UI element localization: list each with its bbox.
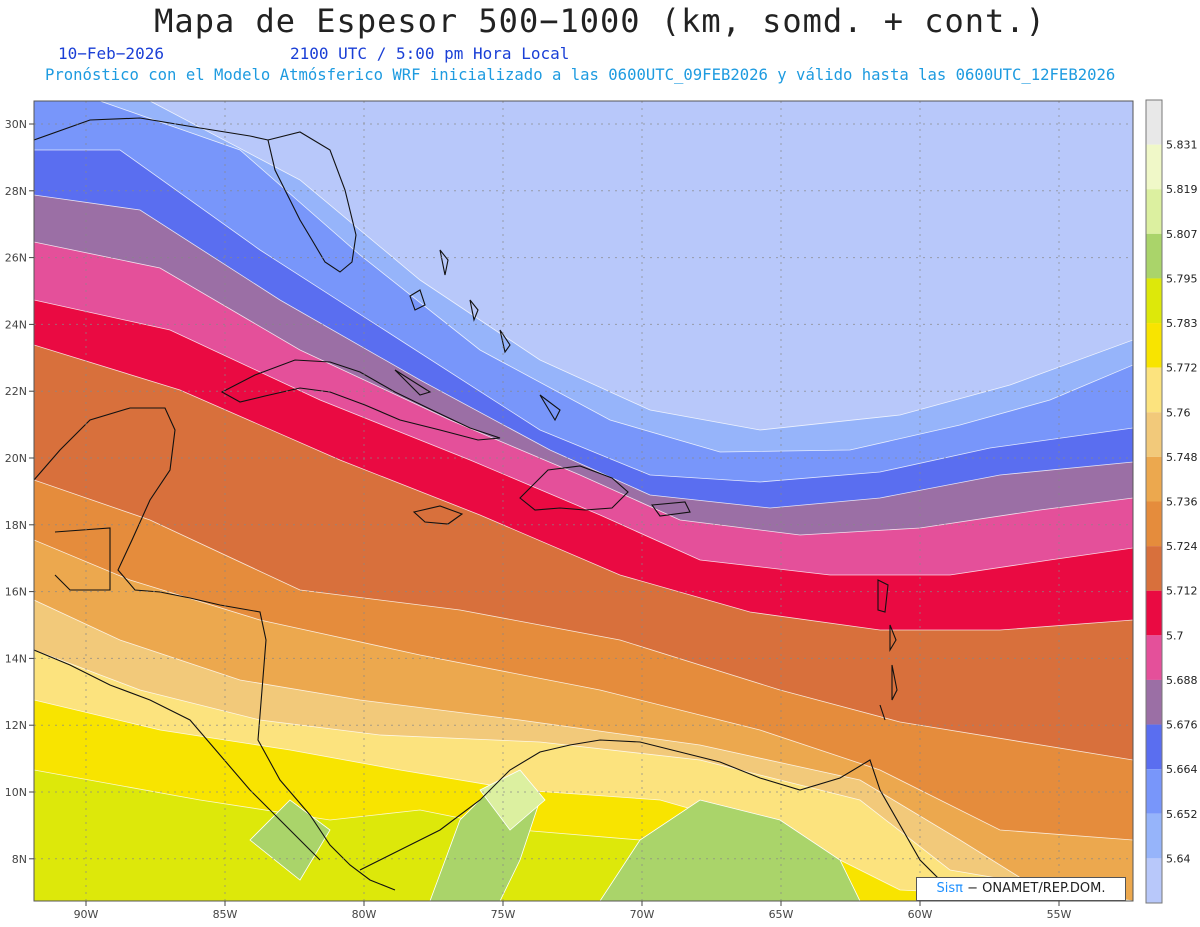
forecast-time: 2100 UTC / 5:00 pm Hora Local bbox=[290, 44, 570, 63]
lat-label: 16N bbox=[5, 586, 27, 599]
colorbar-swatch bbox=[1146, 679, 1162, 725]
colorbar-label: 5.783 bbox=[1166, 317, 1198, 330]
colorbar-label: 5.76 bbox=[1166, 406, 1191, 419]
lon-label: 75W bbox=[491, 908, 516, 921]
colorbar-label: 5.807 bbox=[1166, 228, 1198, 241]
colorbar-swatch bbox=[1146, 233, 1162, 279]
colorbar-swatch bbox=[1146, 456, 1162, 502]
lat-label: 26N bbox=[5, 252, 27, 265]
map-frame bbox=[33, 100, 1134, 902]
lat-label: 28N bbox=[5, 185, 27, 198]
lat-label: 8N bbox=[12, 853, 27, 866]
thickness-band-green bbox=[599, 799, 861, 901]
thickness-band-light bbox=[479, 769, 546, 831]
lon-label: 70W bbox=[630, 908, 655, 921]
lat-label: 14N bbox=[5, 652, 27, 665]
latitude-axis: 30N 28N 26N 24N 22N 20N 18N 16N 14N 12N 10N 8N bbox=[5, 118, 34, 866]
lat-label: 22N bbox=[5, 385, 27, 398]
colorbar-frame bbox=[1145, 99, 1163, 904]
lon-label: 85W bbox=[213, 908, 238, 921]
model-description: Pronóstico con el Modelo Atmósferico WRF… bbox=[45, 66, 1116, 84]
credit-brand: Sisπ bbox=[936, 881, 963, 896]
colorbar-label: 5.7 bbox=[1166, 629, 1184, 642]
colorbar-swatch bbox=[1146, 367, 1162, 413]
colorbar-label: 5.676 bbox=[1166, 719, 1198, 732]
colorbar-label: 5.772 bbox=[1166, 362, 1198, 375]
colorbar-swatch bbox=[1146, 323, 1162, 368]
colorbar-swatch bbox=[1146, 769, 1162, 814]
colorbar-swatch bbox=[1146, 635, 1162, 680]
colorbar: 5.64 5.652 5.664 5.676 5.688 5.7 5.712 5.724 5.7… bbox=[1145, 99, 1198, 904]
lon-label: 80W bbox=[352, 908, 377, 921]
lon-label: 65W bbox=[769, 908, 794, 921]
colorbar-label: 5.652 bbox=[1166, 808, 1198, 821]
colorbar-label: 5.724 bbox=[1166, 540, 1198, 553]
credit-text: − ONAMET/REP.DOM. bbox=[962, 881, 1106, 896]
colorbar-swatch bbox=[1146, 100, 1162, 145]
colorbar-label: 5.688 bbox=[1166, 674, 1198, 687]
longitude-axis: 90W 85W 80W 75W 70W 65W 60W 55W bbox=[74, 901, 1072, 921]
lon-label: 60W bbox=[908, 908, 933, 921]
lat-label: 18N bbox=[5, 519, 27, 532]
colorbar-label: 5.748 bbox=[1166, 451, 1198, 464]
colorbar-label: 5.712 bbox=[1166, 585, 1198, 598]
colorbar-label: 5.831 bbox=[1166, 139, 1198, 152]
colorbar-label: 5.795 bbox=[1166, 272, 1198, 285]
forecast-date: 10−Feb−2026 bbox=[58, 44, 164, 63]
colorbar-swatch bbox=[1146, 724, 1162, 770]
lat-label: 10N bbox=[5, 786, 27, 799]
colorbar-swatch bbox=[1146, 189, 1162, 234]
colorbar-swatch bbox=[1146, 590, 1162, 636]
colorbar-label: 5.736 bbox=[1166, 496, 1198, 509]
coastlines bbox=[34, 117, 951, 901]
lat-label: 24N bbox=[5, 318, 27, 331]
colorbar-swatch bbox=[1146, 858, 1162, 903]
colorbar-label: 5.64 bbox=[1166, 852, 1191, 865]
lat-label: 12N bbox=[5, 719, 27, 732]
credit-box: Sisπ − ONAMET/REP.DOM. bbox=[916, 877, 1126, 901]
lat-label: 30N bbox=[5, 118, 27, 131]
thickness-band-green bbox=[249, 799, 331, 881]
colorbar-swatch bbox=[1146, 278, 1162, 324]
colorbar-swatch bbox=[1146, 546, 1162, 591]
lon-label: 90W bbox=[74, 908, 99, 921]
colorbar-swatch bbox=[1146, 501, 1162, 547]
colorbar-label: 5.664 bbox=[1166, 763, 1198, 776]
map-title: Mapa de Espesor 500−1000 (km, somd. + co… bbox=[154, 2, 1046, 40]
lon-label: 55W bbox=[1047, 908, 1072, 921]
lat-lon-grid bbox=[34, 101, 1133, 901]
thickness-bands bbox=[34, 101, 1133, 901]
colorbar-swatch bbox=[1146, 813, 1162, 859]
colorbar-label: 5.819 bbox=[1166, 183, 1198, 196]
colorbar-swatch bbox=[1146, 412, 1162, 457]
colorbar-swatch bbox=[1146, 144, 1162, 190]
lat-label: 20N bbox=[5, 452, 27, 465]
